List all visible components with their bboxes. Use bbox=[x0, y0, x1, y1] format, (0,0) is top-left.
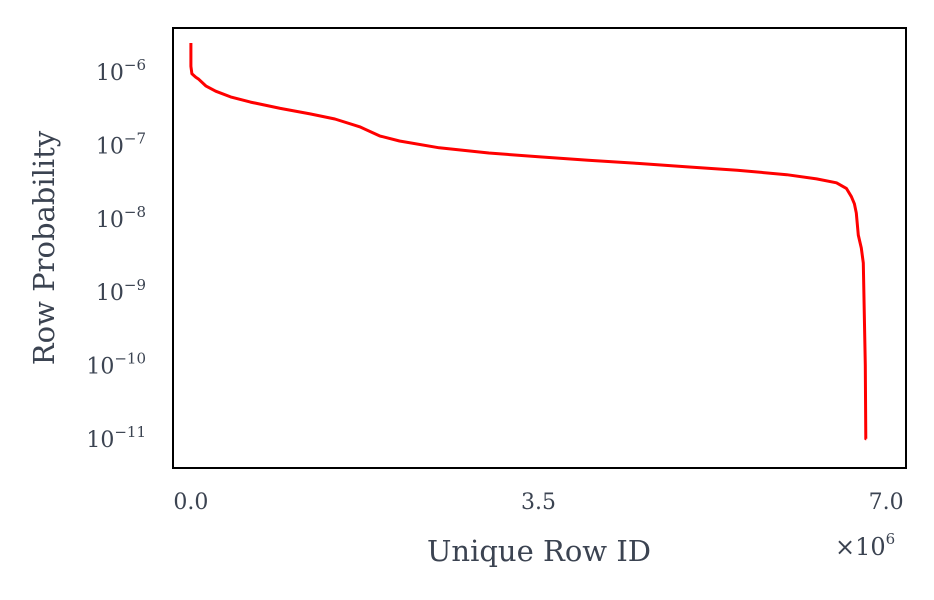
plot-frame bbox=[172, 27, 907, 469]
x-tick-label: 0.0 bbox=[173, 490, 208, 515]
y-tick-base: 10 bbox=[86, 355, 114, 380]
y-tick-base: 10 bbox=[96, 135, 124, 160]
y-tick-label: 10−11 bbox=[86, 423, 146, 453]
y-tick-base: 10 bbox=[86, 428, 114, 453]
x-tick-label: 7.0 bbox=[869, 490, 904, 515]
y-tick-exponent: −10 bbox=[114, 350, 146, 368]
x-tick-label: 3.5 bbox=[521, 490, 556, 515]
x-axis-title: Unique Row ID bbox=[427, 534, 651, 568]
y-tick-label: 10−10 bbox=[86, 350, 146, 380]
y-axis-title: Row Probability bbox=[27, 130, 61, 365]
y-tick-label: 10−9 bbox=[96, 276, 146, 306]
y-tick-label: 10−7 bbox=[96, 130, 146, 160]
x-axis-offset-label: ×106 bbox=[835, 530, 895, 561]
plot-area bbox=[172, 27, 907, 469]
x-axis-offset-base: ×10 bbox=[835, 533, 886, 561]
y-tick-base: 10 bbox=[96, 281, 124, 306]
y-tick-base: 10 bbox=[96, 208, 124, 233]
y-tick-exponent: −9 bbox=[124, 276, 146, 294]
y-tick-exponent: −8 bbox=[124, 203, 146, 221]
y-tick-exponent: −11 bbox=[114, 423, 146, 441]
y-tick-exponent: −7 bbox=[124, 130, 146, 148]
x-axis-ticks: 0.0 3.5 7.0 bbox=[173, 490, 903, 515]
series-line bbox=[189, 43, 868, 441]
x-axis-offset-exponent: 6 bbox=[886, 530, 896, 548]
y-tick-base: 10 bbox=[96, 61, 124, 86]
y-tick-exponent: −6 bbox=[124, 56, 146, 74]
y-tick-label: 10−6 bbox=[96, 56, 146, 86]
y-tick-label: 10−8 bbox=[96, 203, 146, 233]
